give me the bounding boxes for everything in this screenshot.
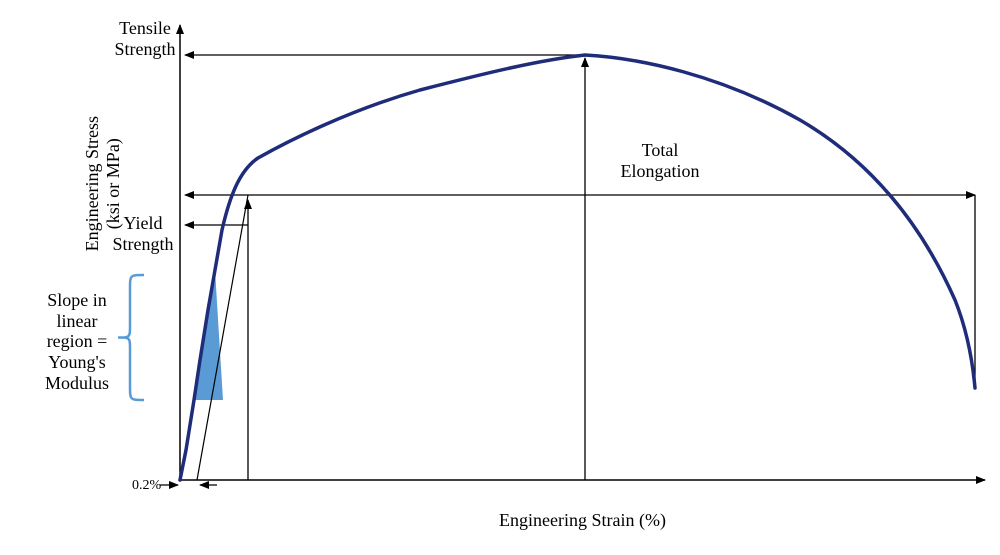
- youngs-modulus-label: Slope in linear region = Young's Modulus: [45, 290, 109, 393]
- diagram-svg: [0, 0, 1000, 555]
- yield-strength-label: Yield Strength: [113, 213, 174, 254]
- stress-strain-diagram: Engineering Strain (%) Engineering Stres…: [0, 0, 1000, 555]
- tensile-strength-label: Tensile Strength: [115, 18, 176, 59]
- total-elongation-label: Total Elongation: [621, 140, 700, 181]
- x-axis-label: Engineering Strain (%): [499, 510, 666, 531]
- stress-strain-curve: [180, 55, 975, 480]
- youngs-modulus-brace: [118, 275, 144, 400]
- offset-label: 0.2%: [132, 478, 161, 494]
